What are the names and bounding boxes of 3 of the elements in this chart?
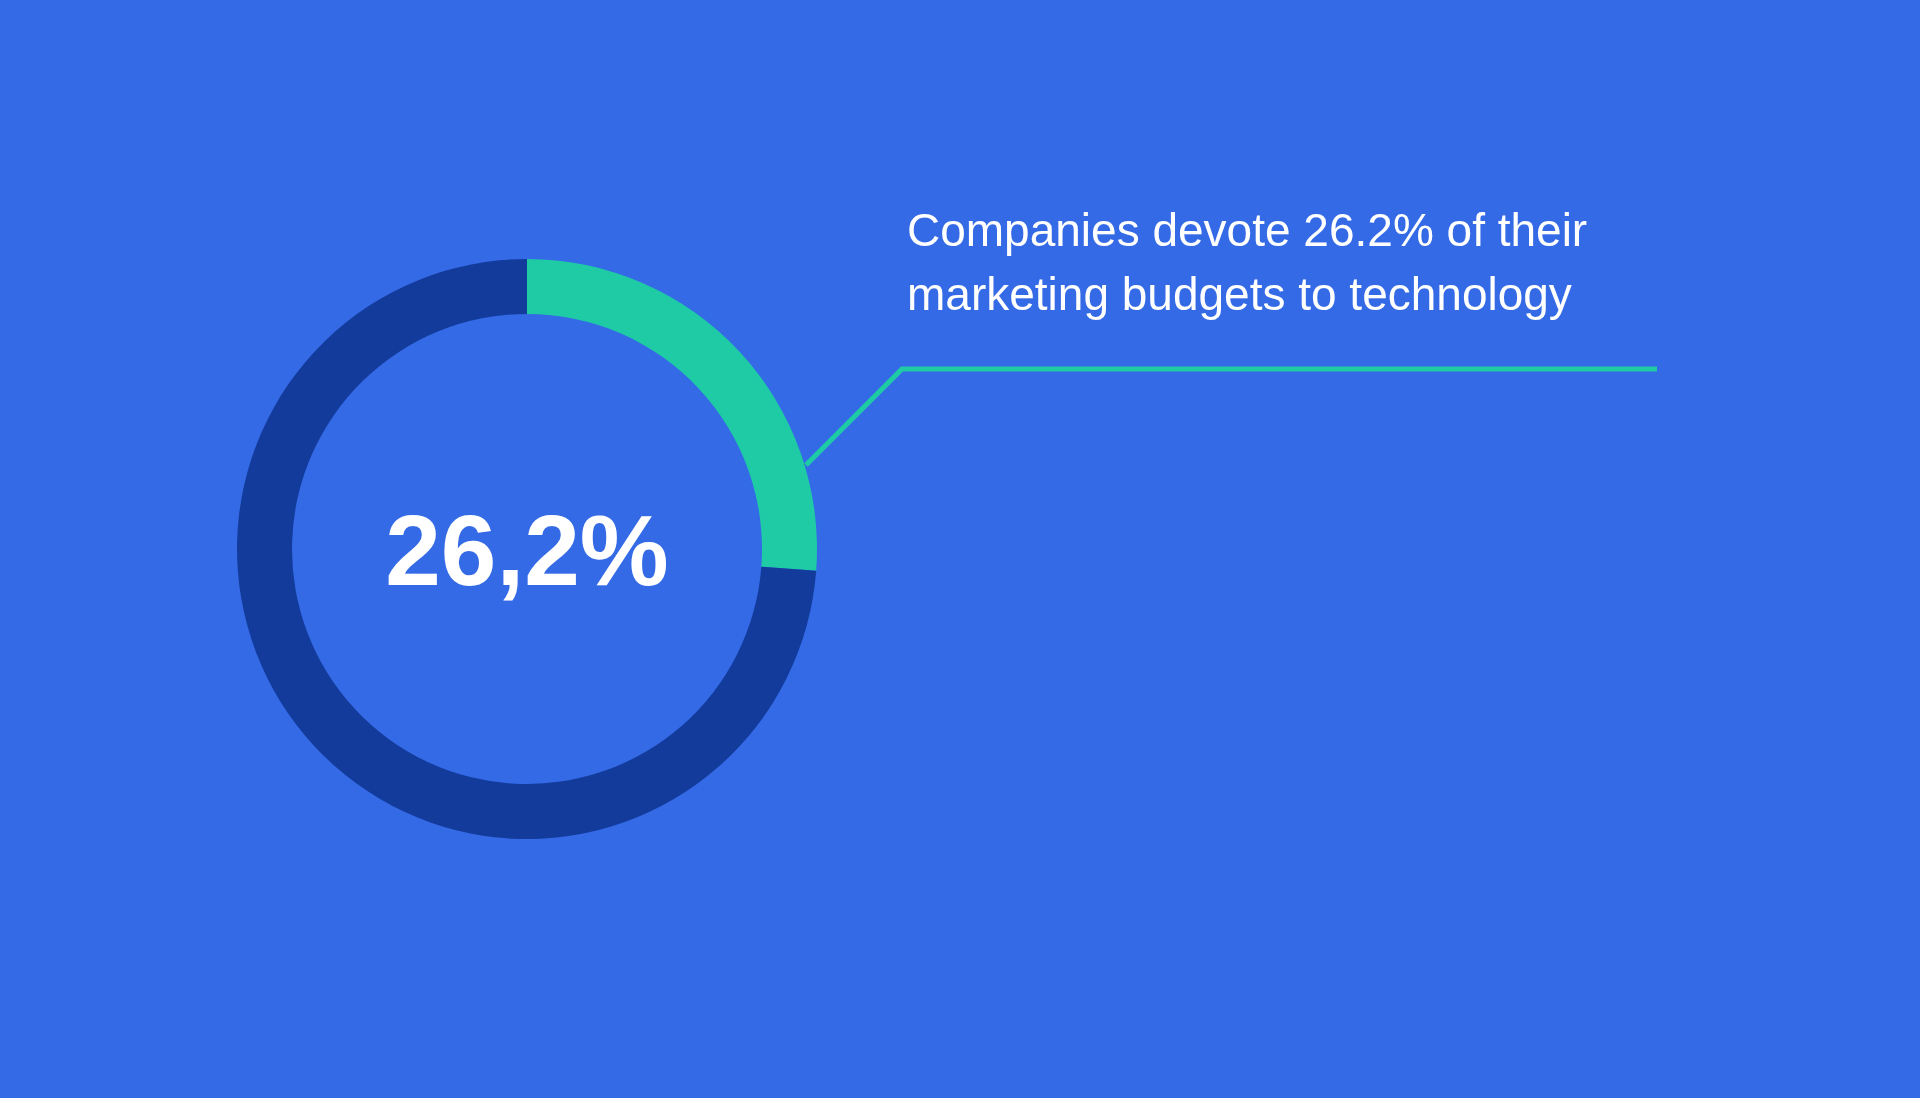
text: 26,2% xyxy=(385,494,669,606)
text: Companies devote 26.2% of their marketing budgets to technology xyxy=(907,204,1588,320)
donut-slice xyxy=(237,259,817,839)
